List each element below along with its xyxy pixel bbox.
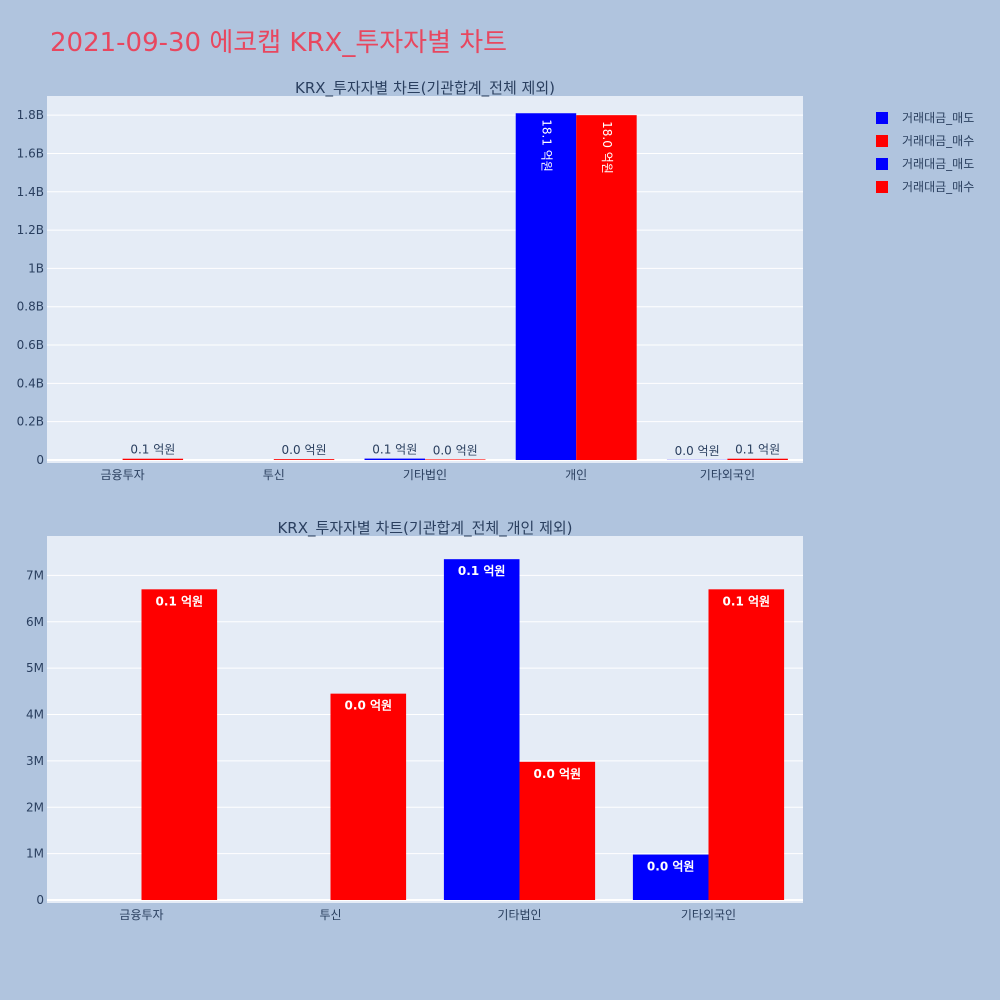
y-tick-label: 1.2B <box>17 223 44 237</box>
y-tick-label: 0.6B <box>17 338 44 352</box>
x-tick-label: 기타외국인 <box>681 908 736 922</box>
x-tick-label: 기타법인 <box>403 468 447 482</box>
y-tick-label: 0.8B <box>17 300 44 314</box>
bar <box>330 693 407 900</box>
y-tick-label: 1.8B <box>17 108 44 122</box>
bar <box>519 761 596 900</box>
bar <box>632 854 709 900</box>
bar <box>727 458 788 460</box>
legend-swatch <box>876 180 888 193</box>
chart-title: KRX_투자자별 차트(기관합계_전체_개인 제외) <box>277 519 572 538</box>
data-label: 18.1 억원 <box>539 119 553 172</box>
legend-swatch <box>876 111 888 124</box>
y-tick-label: 0.4B <box>17 376 44 390</box>
data-label: 0.0 억원 <box>282 443 327 457</box>
y-tick-label: 3M <box>26 754 44 768</box>
y-tick-label: 1.6B <box>17 146 44 160</box>
data-label: 0.0 억원 <box>433 443 478 457</box>
data-label: 18.0 억원 <box>600 121 614 174</box>
legend-item[interactable]: 거래대금_매수 <box>876 129 974 152</box>
legend-label: 거래대금_매도 <box>902 111 975 125</box>
y-tick-label: 4M <box>26 708 44 722</box>
y-tick-label: 1M <box>26 847 44 861</box>
chart-title: KRX_투자자별 차트(기관합계_전체 제외) <box>295 79 555 98</box>
x-tick-label: 기타외국인 <box>700 468 755 482</box>
legend-label: 거래대금_매도 <box>902 157 975 171</box>
x-tick-label: 기타법인 <box>497 908 541 922</box>
chart-1: 0 0.2B 0.4B 0.6B 0.8B 1B 1.2B 1.4B 1.6B 1.8B KRX_투… <box>17 79 803 482</box>
legend-swatch <box>876 134 888 147</box>
legend[interactable]: 거래대금_매도 거래대금_매수 거래대금_매도 거래대금_매수 <box>876 106 974 198</box>
bar <box>141 589 218 900</box>
x-tick-label: 개인 <box>565 468 587 482</box>
bar <box>425 459 486 460</box>
y-tick-label: 1.4B <box>17 185 44 199</box>
data-label: 0.0 억원 <box>675 444 720 458</box>
y-tick-label: 0 <box>36 453 44 467</box>
y-tick-label: 6M <box>26 615 44 629</box>
legend-label: 거래대금_매수 <box>902 180 975 194</box>
data-label: 0.1 억원 <box>156 594 204 608</box>
x-tick-label: 금융투자 <box>119 908 163 922</box>
data-label: 0.1 억원 <box>723 594 771 608</box>
bar <box>708 589 785 900</box>
y-tick-label: 0 <box>36 893 44 907</box>
bar <box>576 115 637 460</box>
data-label: 0.0 억원 <box>345 699 393 713</box>
legend-label: 거래대금_매수 <box>902 134 975 148</box>
data-label: 0.1 억원 <box>130 443 175 457</box>
y-tick-label: 1B <box>28 261 44 275</box>
data-label: 0.0 억원 <box>534 767 582 781</box>
data-label: 0.1 억원 <box>458 564 506 578</box>
page-title: 2021-09-30 에코캡 KRX_투자자별 차트 <box>50 28 508 58</box>
bar <box>273 459 335 460</box>
y-tick-label: 7M <box>26 568 44 582</box>
bar <box>515 113 577 461</box>
bar <box>122 458 184 460</box>
x-tick-label: 투신 <box>263 468 285 482</box>
chart-2: 0 1M 2M 3M 4M 5M 6M 7M KRX_투자자별 차트(기관합계_전체_개인 제외… <box>26 519 803 922</box>
legend-item[interactable]: 거래대금_매도 <box>876 106 974 129</box>
x-tick-label: 투신 <box>319 908 341 922</box>
data-label: 0.0 억원 <box>647 860 695 874</box>
y-tick-label: 2M <box>26 800 44 814</box>
legend-item[interactable]: 거래대금_매도 <box>876 152 974 175</box>
legend-swatch <box>876 157 888 170</box>
data-label: 0.1 억원 <box>372 443 417 457</box>
y-tick-label: 0.2B <box>17 415 44 429</box>
y-tick-label: 5M <box>26 661 44 675</box>
legend-item[interactable]: 거래대금_매수 <box>876 175 974 198</box>
plot-area <box>47 96 803 463</box>
bar <box>443 559 520 900</box>
bar <box>364 458 425 460</box>
x-tick-label: 금융투자 <box>101 468 145 482</box>
data-label: 0.1 억원 <box>735 443 780 457</box>
